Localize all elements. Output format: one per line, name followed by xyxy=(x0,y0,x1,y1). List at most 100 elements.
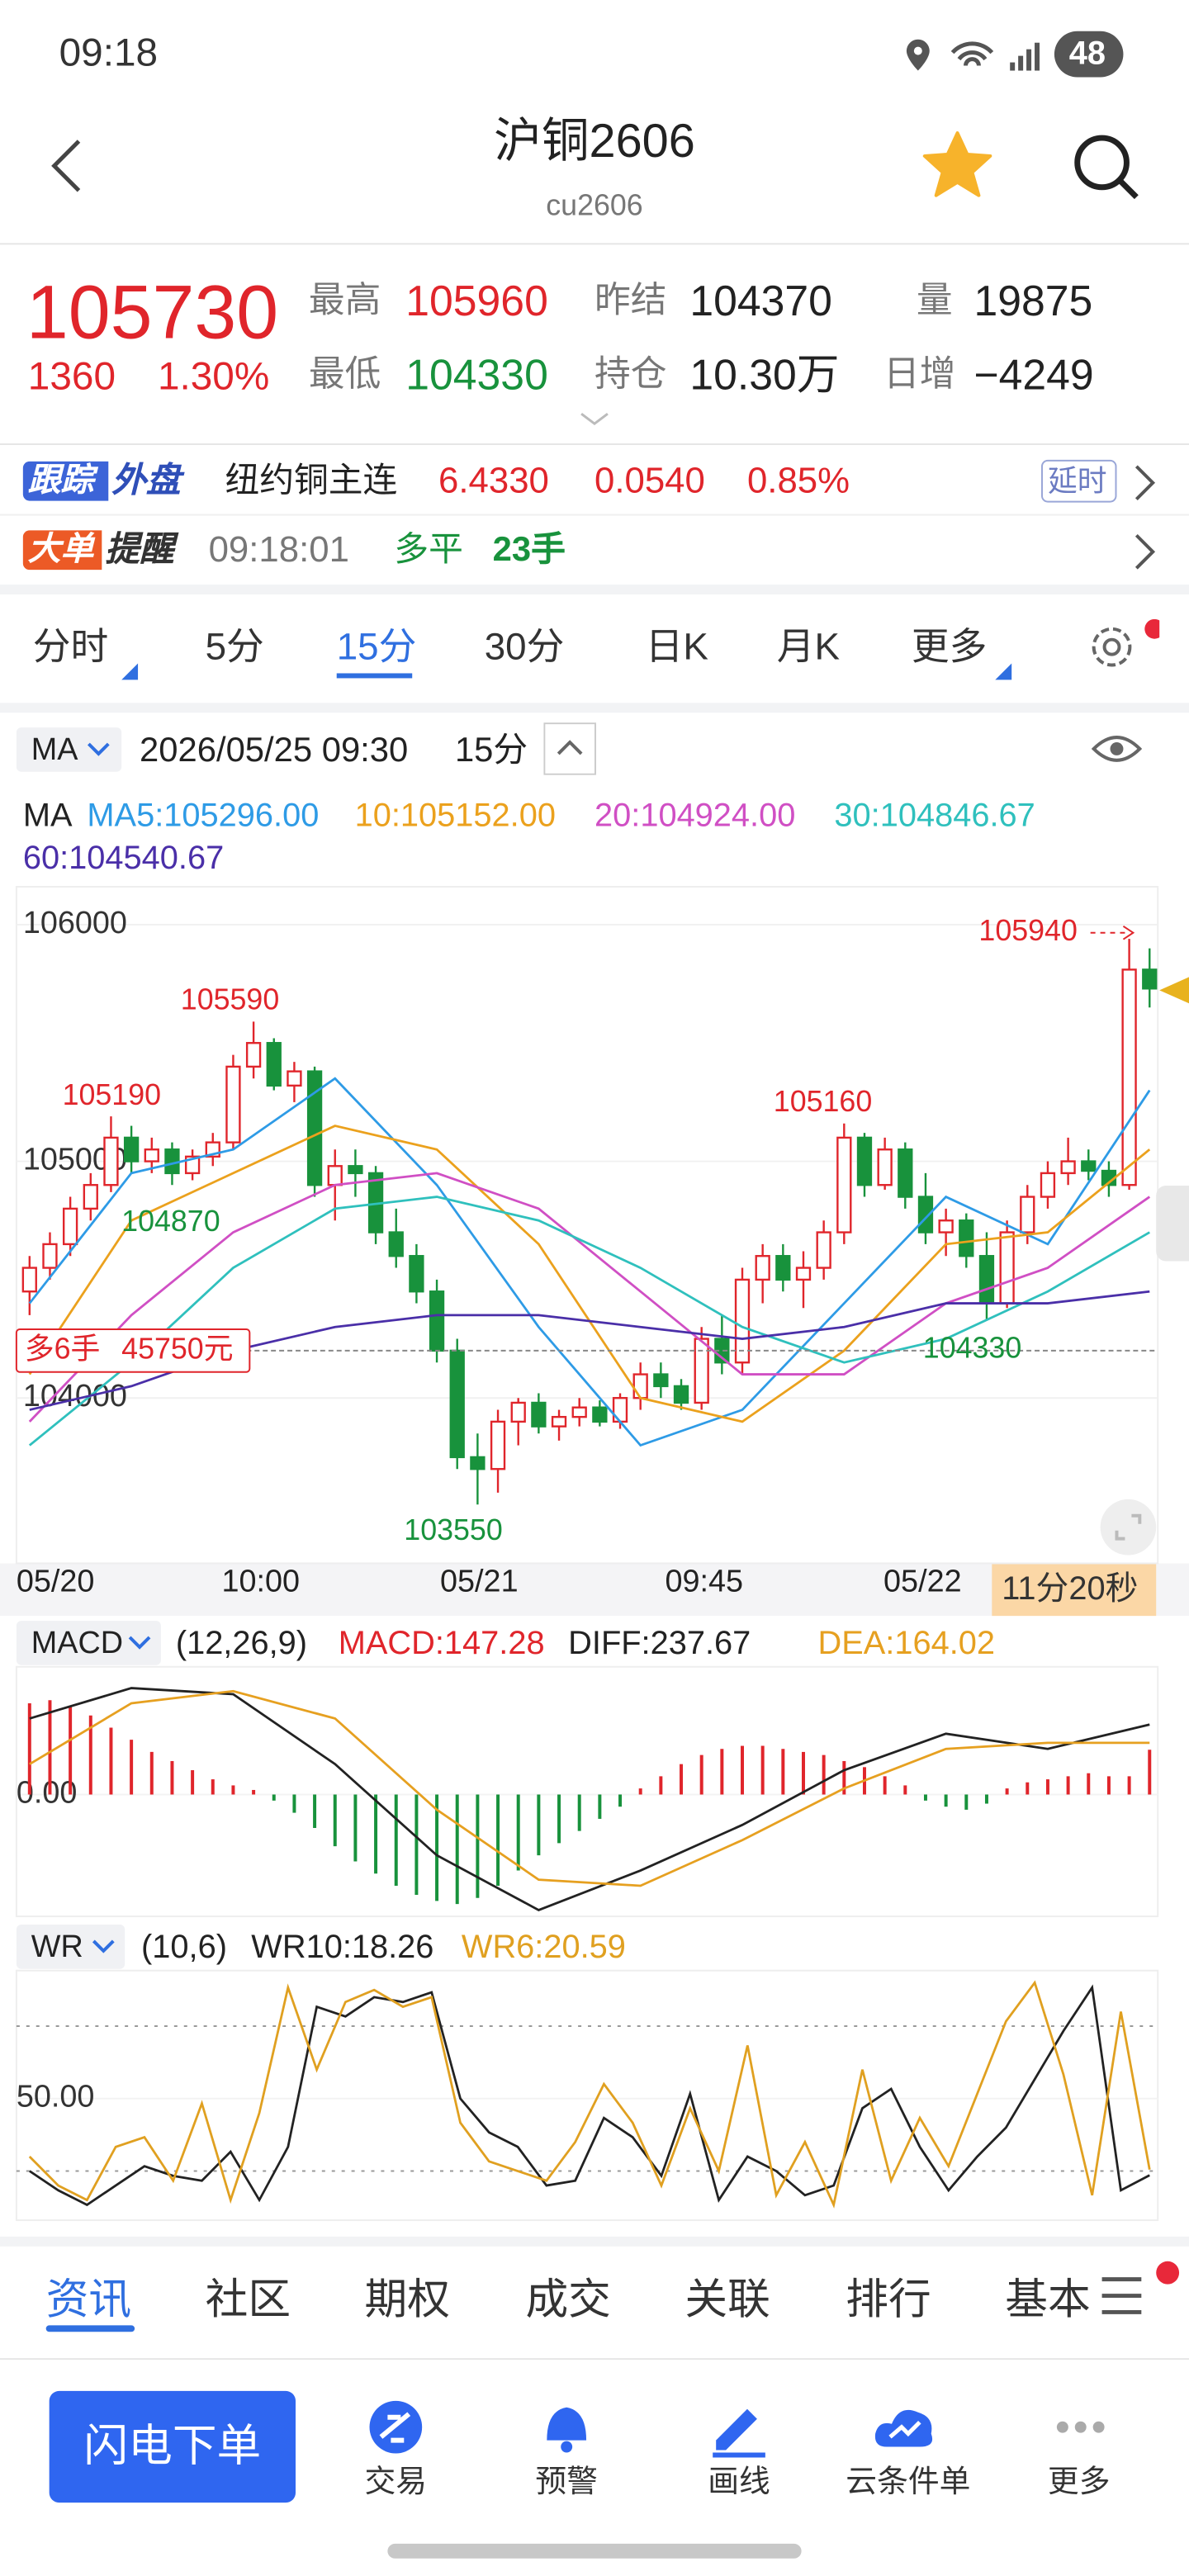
collapse-button[interactable] xyxy=(543,722,596,775)
divider xyxy=(0,2358,1189,2361)
settings-button[interactable] xyxy=(1087,618,1160,675)
section-gap xyxy=(0,703,1189,713)
bottom-tab[interactable]: 社区 xyxy=(205,2274,291,2324)
alert-action: 多平 xyxy=(394,531,463,570)
candle-body xyxy=(21,1267,37,1293)
indicator-name: MA xyxy=(31,733,78,768)
candle-body xyxy=(755,1255,770,1281)
candle-body xyxy=(62,1207,78,1246)
tab-corner xyxy=(995,663,1012,680)
favorite-star[interactable] xyxy=(921,130,994,199)
more-icon[interactable] xyxy=(1056,2421,1068,2433)
stat-label: 昨结 xyxy=(594,279,667,320)
expand-arrow[interactable] xyxy=(578,410,611,427)
candle-body xyxy=(327,1165,343,1186)
x-tick-label: 05/22 xyxy=(883,1564,962,1598)
y-tick-label: 106000 xyxy=(23,906,127,940)
candle-body xyxy=(1040,1172,1056,1198)
period-tab[interactable]: 月K xyxy=(776,624,841,668)
bottom-tab[interactable]: 关联 xyxy=(685,2274,770,2324)
wr-line xyxy=(28,1980,1151,2209)
macd-frame xyxy=(15,1665,1159,1918)
candle-body xyxy=(409,1255,424,1293)
badge-text: 大单 xyxy=(27,532,94,569)
badge-bg xyxy=(22,461,109,501)
price-annotation: 105940 xyxy=(978,914,1077,947)
x-tick-label: 05/20 xyxy=(17,1564,95,1598)
quick-order-button[interactable] xyxy=(49,2390,296,2503)
candle-body xyxy=(978,1255,995,1305)
search-button[interactable] xyxy=(1071,131,1144,204)
chevron[interactable] xyxy=(1133,463,1156,503)
bottom-tab[interactable]: 基本 xyxy=(1005,2274,1091,2324)
period-tab[interactable]: 分时 xyxy=(32,624,109,668)
ma-legend: 60:104540.67 xyxy=(23,842,224,875)
candle-body xyxy=(1020,1196,1035,1234)
delay-tag-box xyxy=(1040,459,1117,503)
indicator-name: WR xyxy=(31,1930,83,1965)
alert-icon[interactable] xyxy=(547,2407,587,2441)
ma-value: 105296.00 xyxy=(163,798,320,835)
bottom-tab[interactable]: 资讯 xyxy=(45,2274,132,2324)
x-tick-label: 05/21 xyxy=(440,1564,519,1598)
fullscreen-button[interactable] xyxy=(1100,1499,1157,1556)
period-tab[interactable]: 5分 xyxy=(205,624,264,668)
period-tab[interactable]: 更多 xyxy=(911,624,988,668)
badge-text: 跟踪 xyxy=(27,462,94,500)
ma-value: 104540.67 xyxy=(69,841,225,878)
countdown-box xyxy=(992,1563,1157,1617)
side-handle[interactable] xyxy=(1156,1186,1189,1262)
candle-body xyxy=(429,1290,445,1352)
series-value: 164.02 xyxy=(894,1626,996,1662)
tab-corner xyxy=(121,663,139,680)
action-icons xyxy=(369,2400,1105,2458)
candle-body xyxy=(877,1148,893,1186)
battery xyxy=(1054,31,1124,78)
menu-button[interactable] xyxy=(1097,2260,1182,2326)
indicator-params: (12,26,9) xyxy=(175,1626,308,1662)
annotation-arrow-head xyxy=(1122,925,1135,940)
stat-label: 日增 xyxy=(883,353,956,395)
y-tick-label: 50.00 xyxy=(17,2080,95,2114)
order-tag xyxy=(15,1328,251,1373)
draw-icon[interactable] xyxy=(716,2408,757,2451)
external-name: 纽约铜主连 xyxy=(225,462,398,500)
price-pointer xyxy=(1159,977,1189,1004)
candle-body xyxy=(551,1415,567,1428)
ma-line xyxy=(28,1172,1151,1423)
candle-body xyxy=(449,1349,465,1459)
stat-value: 105960 xyxy=(405,276,548,325)
chevron[interactable] xyxy=(1133,532,1156,571)
action-label[interactable]: 交易 xyxy=(364,2465,428,2501)
price-annotation: 103550 xyxy=(404,1513,502,1546)
ma-legend: 20:104924.00 xyxy=(594,800,795,833)
period-tab[interactable]: 日K xyxy=(645,624,708,668)
delay-tag: 延时 xyxy=(1047,464,1107,498)
period-tab[interactable]: 30分 xyxy=(484,624,565,668)
ma-line xyxy=(28,1196,1150,1447)
visibility-toggle[interactable] xyxy=(1091,729,1144,769)
price-annotation: 105190 xyxy=(63,1078,161,1111)
bottom-tab[interactable]: 期权 xyxy=(364,2274,451,2324)
back-button[interactable] xyxy=(46,138,89,194)
candle-body xyxy=(653,1373,669,1388)
series-label: MACD: xyxy=(338,1626,444,1662)
price-annotation: 104330 xyxy=(923,1331,1021,1364)
action-label[interactable]: 预警 xyxy=(535,2465,598,2501)
candle-body xyxy=(917,1196,934,1234)
stat-value: −4249 xyxy=(973,349,1094,400)
candle-body xyxy=(470,1456,486,1470)
bottom-tab[interactable]: 成交 xyxy=(525,2274,611,2324)
action-label[interactable]: 云条件单 xyxy=(846,2465,971,2501)
action-label[interactable]: 画线 xyxy=(708,2465,770,2501)
stat-label: 最高 xyxy=(308,279,381,320)
series-label: WR10: xyxy=(251,1930,352,1966)
bottom-tab[interactable]: 排行 xyxy=(846,2274,931,2324)
dropdown-arrow xyxy=(128,1636,151,1650)
action-label[interactable]: 更多 xyxy=(1047,2465,1111,2501)
external-change: 0.0540 xyxy=(594,459,705,501)
battery-level: 48 xyxy=(1068,36,1106,73)
macd-legend: DEA:164.02 xyxy=(817,1627,995,1660)
ma-label: 30: xyxy=(834,798,880,835)
period-tab[interactable]: 15分 xyxy=(336,624,417,668)
